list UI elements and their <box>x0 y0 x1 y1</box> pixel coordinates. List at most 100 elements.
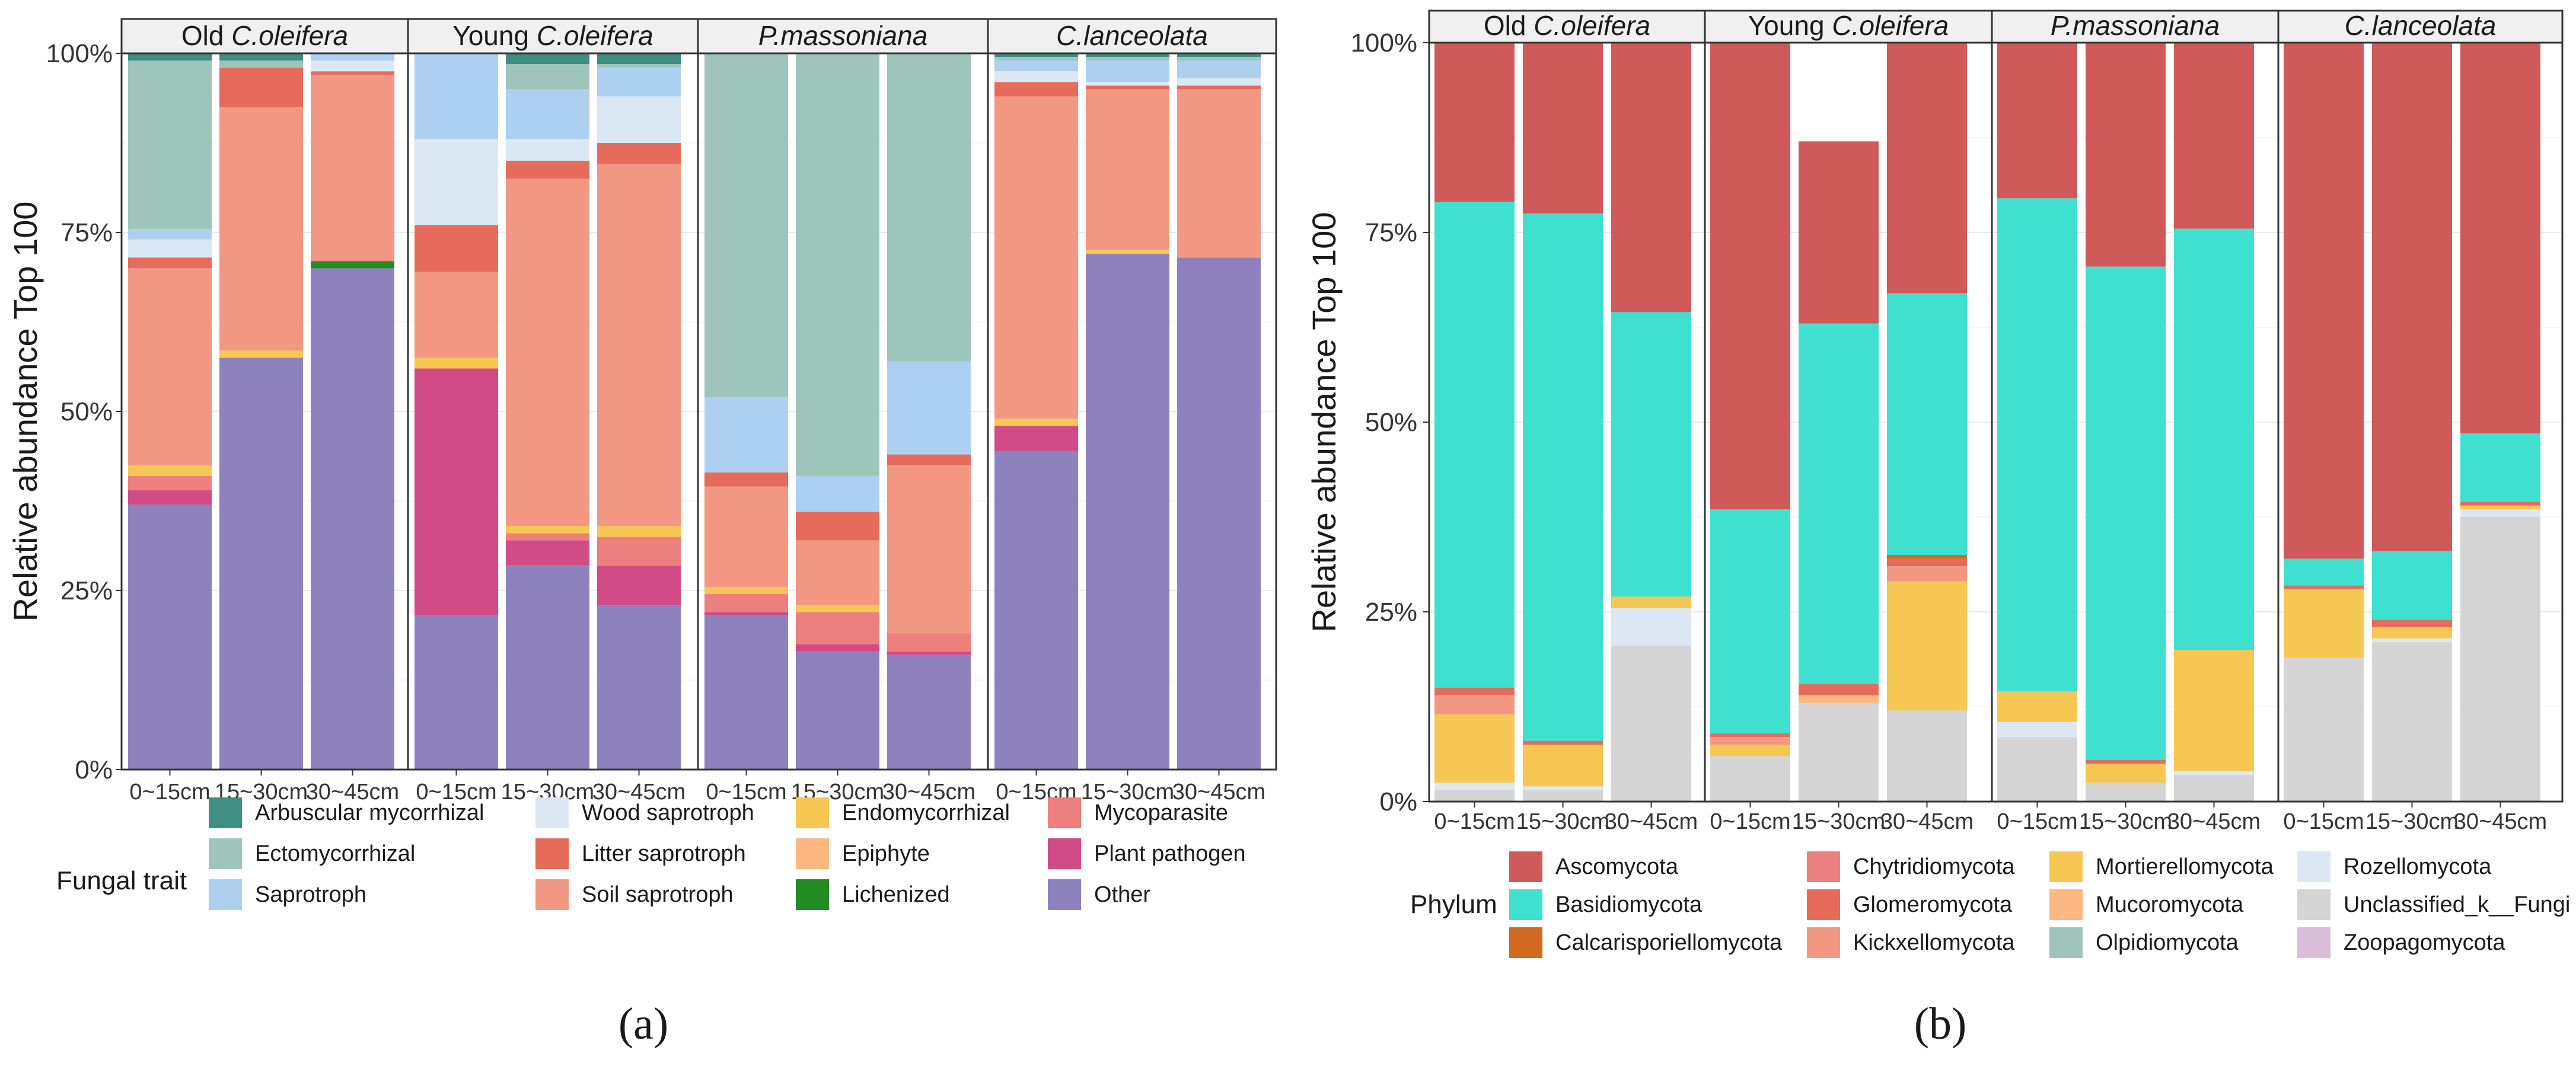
facet-strip <box>120 18 409 55</box>
bar-segment-litter-saprotroph <box>597 143 681 165</box>
plot-border <box>2277 42 2564 803</box>
bar-segment-other <box>506 565 589 770</box>
bar-segment-unclassified-k-fungi <box>2284 657 2364 802</box>
bar-segment-ectomycorrhizal <box>994 57 1078 61</box>
legend-label: Saprotroph <box>255 882 366 907</box>
legend-swatch <box>1807 851 1840 882</box>
bar-segment-other <box>128 505 212 770</box>
bar-segment-plant-pathogen <box>506 540 589 566</box>
legend-item: Ascomycota <box>1509 851 1679 882</box>
bar-segment-glomeromycota <box>2372 619 2452 627</box>
stacked-bar-30~45cm <box>2460 43 2540 802</box>
bar-segment-soil-saprotroph <box>994 96 1078 419</box>
bar-segment-litter-saprotroph <box>994 82 1078 97</box>
bar-segment-arbuscular-mycorrhizal <box>597 53 681 65</box>
stacked-bar-15~30cm <box>1799 141 1879 802</box>
bar-segment-ectomycorrhizal <box>597 64 681 68</box>
bar-segment-wood-saprotroph <box>1177 78 1261 86</box>
bar-segment-unclassified-k-fungi <box>1611 646 1691 802</box>
legend-swatch <box>209 879 242 910</box>
bar-segment-arbuscular-mycorrhizal <box>994 53 1078 58</box>
bar-segment-ascomycota <box>2086 43 2166 267</box>
y-tick-label: 25% <box>1365 598 1417 627</box>
bar-segment-mortierellomycota <box>1887 581 1967 711</box>
y-tick-label: 0% <box>1379 787 1417 816</box>
legend-item: Rozellomycota <box>2297 851 2492 882</box>
legend-swatch <box>2297 889 2330 920</box>
legend-item: Basidiomycota <box>1509 889 1703 920</box>
legend-label: Lichenized <box>842 882 950 907</box>
bar-segment-other <box>597 605 681 770</box>
legend-item: Litter saprotroph <box>535 838 746 869</box>
x-tick-label: 30~45cm <box>1880 809 1974 834</box>
legend-swatch <box>535 797 569 828</box>
legend-label: Ascomycota <box>1555 854 1679 879</box>
legend-item: Ectomycorrhizal <box>209 838 415 869</box>
bar-segment-unclassified-k-fungi <box>2460 517 2540 802</box>
x-tick-label: 0~15cm <box>1710 809 1790 834</box>
bar-segment-basidiomycota <box>1523 213 1603 741</box>
bar-segment-wood-saprotroph <box>1086 82 1169 86</box>
bar-segment-arbuscular-mycorrhizal <box>1177 53 1261 58</box>
bar-segment-lichenized <box>311 261 394 269</box>
bar-segment-endomycorrhizal <box>796 605 879 612</box>
bar-segment-other <box>1086 254 1169 770</box>
x-tick-label: 30~45cm <box>2454 809 2547 834</box>
legend-item: Soil saprotroph <box>535 879 734 910</box>
legend-swatch <box>1048 879 1081 910</box>
bar-segment-soil-saprotroph <box>1177 89 1261 258</box>
x-tick-label: 30~45cm <box>1605 809 1698 834</box>
bar-segment-ascomycota <box>1434 43 1515 202</box>
facet-strip <box>987 18 1277 55</box>
bar-segment-basidiomycota <box>2372 551 2452 620</box>
y-axis-title: Relative abundance Top 100 <box>7 202 44 622</box>
legend-swatch <box>2297 851 2330 882</box>
y-tick-label: 25% <box>60 576 113 605</box>
bar-segment-mortierellomycota <box>1611 596 1691 608</box>
bar-segment-rozellomycota <box>1611 608 1691 646</box>
stacked-bar-0~15cm <box>2284 43 2364 802</box>
bar-segment-endomycorrhizal <box>128 465 212 476</box>
legend-item: Saprotroph <box>209 879 366 910</box>
bar-segment-saprotroph <box>415 53 498 139</box>
legend-swatch <box>2049 889 2083 920</box>
bar-segment-ascomycota <box>1611 43 1691 312</box>
legend-label: Wood saprotroph <box>582 800 754 825</box>
legend-label: Rozellomycota <box>2344 854 2492 879</box>
y-tick-label: 50% <box>1365 408 1417 437</box>
bar-segment-mortierellomycota <box>2284 589 2364 658</box>
legend-label: Kickxellomycota <box>1853 930 2015 955</box>
bar-segment-wood-saprotroph <box>311 60 394 72</box>
legend-item: Lichenized <box>796 879 950 910</box>
bar-segment-ascomycota <box>2174 43 2254 229</box>
bar-segment-kickxellomycota <box>1887 566 1967 582</box>
bar-segment-mortierellomycota <box>2086 764 2166 783</box>
bar-segment-basidiomycota <box>2460 433 2540 502</box>
legend-label: Arbuscular mycorrhizal <box>255 800 484 825</box>
stacked-bar-15~30cm <box>796 53 879 770</box>
bar-segment-ascomycota <box>1887 43 1967 293</box>
bar-segment-glomeromycota <box>2460 502 2540 506</box>
bar-segment-endomycorrhizal <box>994 419 1078 426</box>
bar-segment-arbuscular-mycorrhizal <box>219 53 303 61</box>
facet-strip-label: C.lanceolata <box>2345 10 2497 41</box>
legend-swatch <box>209 838 242 869</box>
legend-swatch <box>1509 889 1542 920</box>
bar-segment-plant-pathogen <box>597 565 681 605</box>
bar-segment-saprotroph <box>1177 60 1261 79</box>
bar-segment-saprotroph <box>1086 60 1169 82</box>
bar-segment-soil-saprotroph <box>887 465 971 634</box>
bar-segment-unclassified-k-fungi <box>2174 775 2254 802</box>
stacked-bar-0~15cm <box>128 53 212 770</box>
stacked-bar-30~45cm <box>1611 43 1691 802</box>
bar-segment-saprotroph <box>311 53 394 61</box>
bar-segment-unclassified-k-fungi <box>2372 642 2452 802</box>
bar-segment-basidiomycota <box>2174 228 2254 650</box>
x-tick-label: 0~15cm <box>706 780 786 805</box>
legend-item: Kickxellomycota <box>1807 927 2015 958</box>
legend-label: Zoopagomycota <box>2344 930 2505 955</box>
